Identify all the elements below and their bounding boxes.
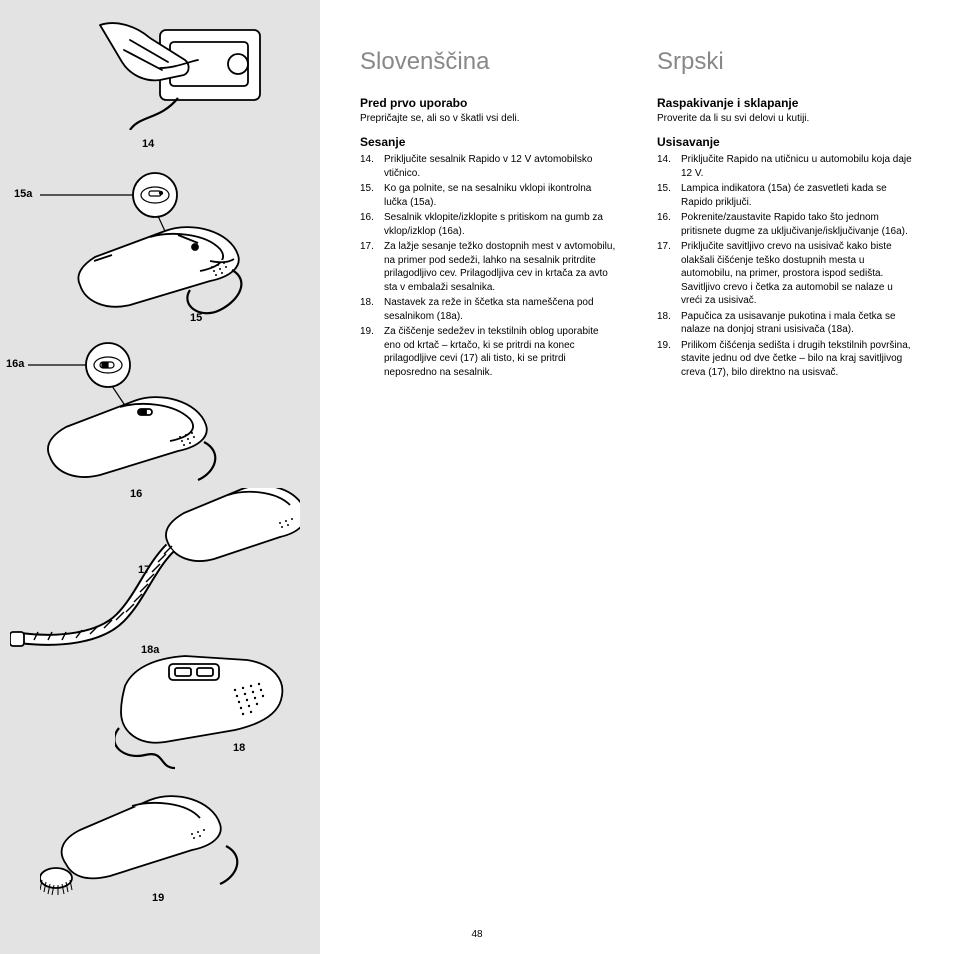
pre-text-sl: Prepričajte se, ali so v škatli vsi deli… <box>360 112 617 125</box>
fig-19-label: 19 <box>152 892 164 904</box>
column-slovenian: Slovenščina Pred prvo uporabo Prepričajt… <box>360 48 617 934</box>
lang-title-sr: Srpski <box>657 48 914 76</box>
pre-text-sr: Proverite da li su svi delovi u kutiji. <box>657 112 914 125</box>
list-item: 19.Za čiščenje sedežev in tekstilnih obl… <box>384 325 617 379</box>
list-item: 14.Priključite sesalnik Rapido v 12 V av… <box>384 153 617 180</box>
list-item: 16.Sesalnik vklopite/izklopite s pritisk… <box>384 211 617 238</box>
fig-17-illustration <box>10 488 300 668</box>
fig-16a-label: 16a <box>6 358 24 370</box>
list-heading-sl: Sesanje <box>360 135 617 149</box>
list-item: 19.Prilikom čišćenja sedišta i drugih te… <box>681 339 914 380</box>
fig-14-label: 14 <box>142 138 154 150</box>
steps-list-sr: 14.Priključite Rapido na utičnicu u auto… <box>657 153 914 379</box>
fig-15-illustration <box>40 170 280 320</box>
fig-15-label: 15 <box>190 312 202 324</box>
steps-list-sl: 14.Priključite sesalnik Rapido v 12 V av… <box>360 153 617 379</box>
pre-heading-sr: Raspakivanje i sklapanje <box>657 96 914 110</box>
fig-18-illustration <box>115 650 290 770</box>
page-number: 48 <box>471 929 482 940</box>
list-item: 18.Papučica za usisavanje pukotina i mal… <box>681 310 914 337</box>
fig-17-label: 17 <box>138 564 150 576</box>
illustration-column: 14 <box>0 0 320 954</box>
fig-19-illustration <box>40 790 260 910</box>
fig-14-illustration <box>90 20 270 130</box>
text-columns: Slovenščina Pred prvo uporabo Prepričajt… <box>320 0 954 954</box>
list-item: 18.Nastavek za reže in ščetka sta namešč… <box>384 296 617 323</box>
fig-18a-label: 18a <box>141 644 159 656</box>
list-item: 17.Za lažje sesanje težko dostopnih mest… <box>384 240 617 294</box>
lang-title-sl: Slovenščina <box>360 48 617 76</box>
list-heading-sr: Usisavanje <box>657 135 914 149</box>
fig-16-illustration <box>28 340 248 490</box>
pre-heading-sl: Pred prvo uporabo <box>360 96 617 110</box>
list-item: 17.Priključite savitljivo crevo na usisi… <box>681 240 914 308</box>
list-item: 16.Pokrenite/zaustavite Rapido tako što … <box>681 211 914 238</box>
fig-15a-label: 15a <box>14 188 32 200</box>
list-item: 15.Ko ga polnite, se na sesalniku vklopi… <box>384 182 617 209</box>
column-serbian: Srpski Raspakivanje i sklapanje Proverit… <box>657 48 914 934</box>
list-item: 14.Priključite Rapido na utičnicu u auto… <box>681 153 914 180</box>
list-item: 15.Lampica indikatora (15a) će zasvetlet… <box>681 182 914 209</box>
fig-18-label: 18 <box>233 742 245 754</box>
